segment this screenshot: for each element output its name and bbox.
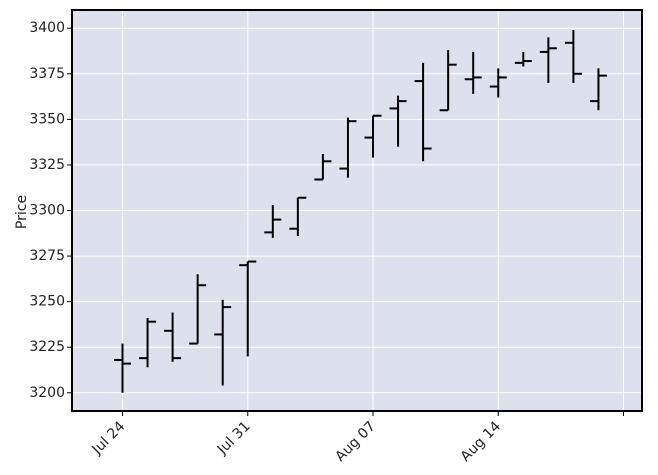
ohlc-bar — [239, 260, 257, 357]
y-tick-label: 3350 — [29, 111, 65, 127]
y-axis-label: Price — [14, 195, 30, 229]
ohlc-bar — [589, 68, 607, 111]
ohlc-bar — [464, 51, 482, 94]
y-tick-label: 3300 — [29, 203, 65, 219]
plot-frame — [71, 9, 643, 412]
y-tick-label: 3375 — [29, 66, 65, 82]
ohlc-bar — [414, 62, 432, 162]
ohlc-bar — [514, 51, 532, 67]
ohlc-bar — [139, 318, 157, 368]
y-tick-label: 3225 — [29, 339, 65, 355]
ohlc-bar — [539, 37, 557, 83]
ohlc-bar — [289, 196, 307, 237]
x-tick-label: Aug 14 — [458, 418, 504, 464]
ohlc-bar — [364, 114, 382, 158]
y-tick-label: 3275 — [29, 248, 65, 264]
ohlc-bar — [389, 95, 407, 147]
ohlc-bar — [264, 205, 282, 238]
y-tick-label: 3200 — [29, 385, 65, 401]
ohlc-bar — [564, 30, 582, 83]
ohlc-bar — [314, 153, 332, 181]
ohlc-bar — [214, 299, 232, 386]
ohlc-bar — [189, 274, 207, 345]
ohlc-bar — [439, 50, 457, 112]
ohlc-bars — [114, 30, 607, 393]
y-tick-label: 3250 — [29, 294, 65, 310]
y-axis-ticks: 3200 3225 3250 3275 3300 3325 3350 3375 3400 — [29, 20, 72, 401]
ohlc-bar — [339, 117, 357, 178]
x-tick-label: Jul 24 — [89, 418, 129, 458]
ohlc-bar — [164, 312, 182, 362]
ohlc-bar — [114, 343, 131, 393]
x-tick-label: Aug 07 — [332, 419, 378, 465]
y-tick-label: 3400 — [29, 20, 65, 36]
x-tick-label: Jul 31 — [214, 419, 254, 459]
x-axis-ticks: Jul 24 Jul 31 Aug 07 Aug 14 — [89, 411, 624, 465]
ohlc-bar — [489, 68, 507, 98]
y-tick-label: 3325 — [29, 157, 65, 173]
